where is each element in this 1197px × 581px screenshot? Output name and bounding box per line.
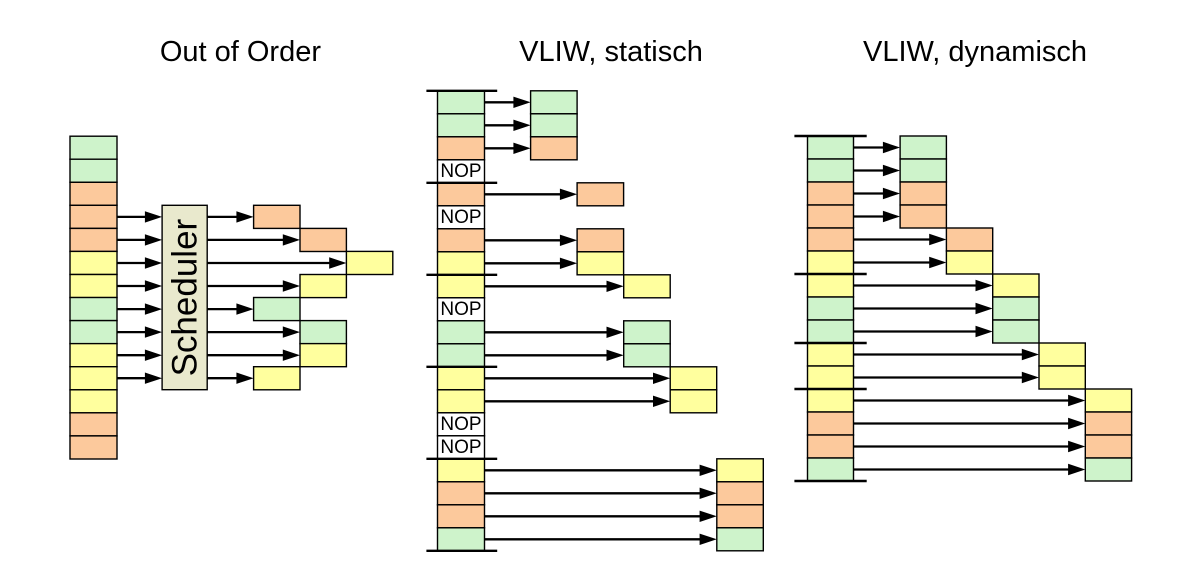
svg-text:NOP: NOP (440, 207, 481, 228)
svg-text:NOP: NOP (440, 437, 481, 458)
svg-text:Out of Order: Out of Order (160, 36, 322, 68)
svg-text:NOP: NOP (440, 161, 481, 182)
svg-text:VLIW, statisch: VLIW, statisch (519, 36, 703, 68)
svg-text:Scheduler: Scheduler (166, 218, 205, 376)
svg-text:NOP: NOP (440, 414, 481, 435)
svg-text:VLIW, dynamisch: VLIW, dynamisch (863, 36, 1087, 68)
svg-text:NOP: NOP (440, 299, 481, 320)
